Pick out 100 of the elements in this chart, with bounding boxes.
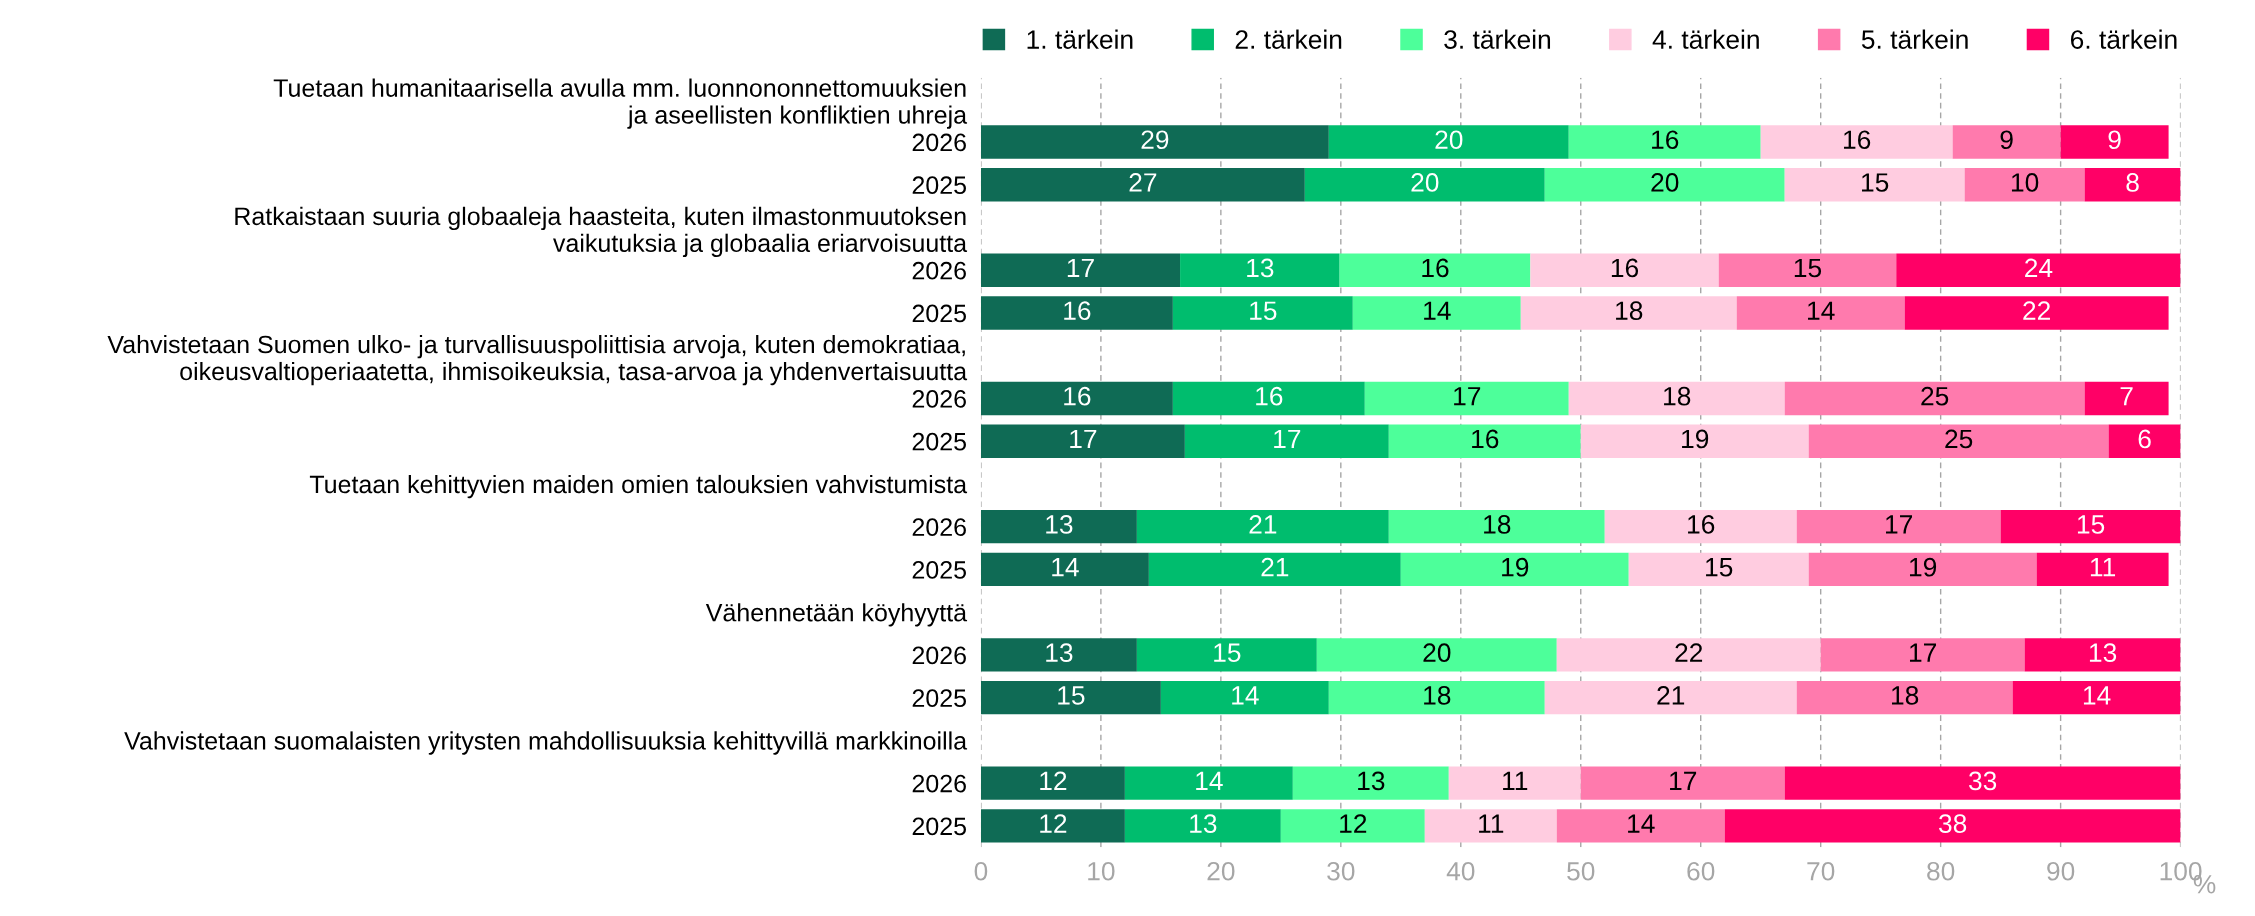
data-label: 29 xyxy=(1141,130,1169,150)
y-tick-label: 2026 xyxy=(912,133,966,152)
y-tick-label: 2025 xyxy=(912,817,966,836)
bar xyxy=(2000,510,2181,544)
legend-label: 4. tärkein xyxy=(1652,29,1759,49)
data-label: 21 xyxy=(1249,515,1277,534)
bar xyxy=(1136,510,1389,544)
bar xyxy=(1904,296,2169,330)
bar xyxy=(1364,381,1569,416)
data-label: 17 xyxy=(1886,515,1913,534)
bar xyxy=(1530,253,1719,287)
data-label: 8 xyxy=(2126,173,2139,192)
x-tick-label: 30 xyxy=(1327,861,1355,881)
bar xyxy=(980,253,1181,287)
data-label: 22 xyxy=(2023,301,2050,320)
x-tick-label: 80 xyxy=(1927,861,1955,881)
bar xyxy=(1184,424,1389,458)
data-label: 18 xyxy=(1892,686,1919,705)
x-tick-label: 0 xyxy=(974,861,988,881)
data-label: 13 xyxy=(1247,258,1274,278)
data-label: 20 xyxy=(1651,173,1679,192)
data-label: 16 xyxy=(1472,429,1499,449)
bar xyxy=(1820,638,2025,672)
legend-label: 6. tärkein xyxy=(2070,29,2177,49)
data-label: 16 xyxy=(1844,130,1871,150)
legend-label: 3. tärkein xyxy=(1444,29,1551,49)
bar xyxy=(1580,766,1785,800)
bar xyxy=(1628,552,1809,587)
data-label: 11 xyxy=(1503,771,1528,790)
data-label: 27 xyxy=(1129,173,1157,192)
bar xyxy=(980,638,1137,672)
data-label: 18 xyxy=(1664,386,1691,406)
data-label: 13 xyxy=(1046,515,1073,534)
bar xyxy=(1808,424,2109,458)
data-label: 20 xyxy=(1423,643,1451,663)
bar xyxy=(1760,125,1953,159)
bar xyxy=(2084,381,2169,416)
data-label: 17 xyxy=(1070,429,1097,449)
bar xyxy=(2012,681,2181,715)
bar xyxy=(1328,125,1569,159)
bar xyxy=(1280,809,1425,843)
bar xyxy=(1724,809,2181,843)
bar xyxy=(1896,253,2181,287)
bar xyxy=(1124,809,1281,843)
y-tick-label: 2025 xyxy=(912,304,966,323)
y-tick-label: Ratkaistaan suuria globaaleja haasteita, kuten ilmastonmuutoksen vaikutuksia ja globaalia eriarvoisuutta xyxy=(235,206,968,257)
bar xyxy=(2060,125,2169,159)
data-label: 15 xyxy=(1862,173,1889,192)
x-tick-label: 50 xyxy=(1567,861,1595,881)
bar xyxy=(1556,638,1821,672)
bar xyxy=(1520,296,1737,330)
data-label: 16 xyxy=(1064,301,1091,321)
bar xyxy=(2108,424,2181,458)
bar xyxy=(2084,168,2181,202)
y-tick-label: 2026 xyxy=(912,261,966,280)
bar xyxy=(1388,510,1605,544)
data-label: 15 xyxy=(1706,558,1733,577)
data-label: 17 xyxy=(1067,258,1094,278)
bar xyxy=(980,125,1329,159)
data-label: 12 xyxy=(1040,814,1067,833)
y-tick-label: 2025 xyxy=(912,689,966,707)
x-tick-label: 20 xyxy=(1207,861,1235,881)
data-label: 15 xyxy=(2077,515,2105,534)
bar xyxy=(1568,125,1761,159)
data-label: 14 xyxy=(1808,301,1835,320)
data-label: 15 xyxy=(1794,258,1822,278)
data-label: 16 xyxy=(1256,386,1283,406)
y-tick-label: 2025 xyxy=(912,176,966,195)
data-label: 18 xyxy=(1424,686,1451,705)
data-label: 14 xyxy=(1196,771,1223,790)
bar xyxy=(1180,253,1340,287)
bar xyxy=(1448,766,1581,800)
bar xyxy=(1784,381,2085,416)
data-label: 14 xyxy=(1052,558,1079,577)
data-label: 16 xyxy=(1688,515,1715,534)
bar xyxy=(1568,381,1785,416)
y-tick-label: Tuetaan humanitaarisella avulla mm. luonnononnettomuuksien ja aseellisten konfliktien uhreja xyxy=(273,78,968,129)
x-tick-label: 60 xyxy=(1687,861,1715,881)
bar xyxy=(2024,638,2181,672)
bar xyxy=(1952,125,2061,159)
data-label: 14 xyxy=(1424,301,1451,320)
bar xyxy=(1556,809,1725,843)
bar xyxy=(1784,168,1965,202)
bar xyxy=(1736,296,1905,330)
bar xyxy=(980,168,1305,202)
data-label: 21 xyxy=(1261,557,1289,577)
data-label: 15 xyxy=(1214,643,1241,663)
bar xyxy=(1718,253,1897,287)
data-label: 33 xyxy=(1968,771,1997,791)
bar xyxy=(1160,681,1329,715)
bar xyxy=(980,552,1149,587)
data-label: 16 xyxy=(1652,130,1679,150)
bar xyxy=(1136,638,1317,672)
data-label: 13 xyxy=(1358,771,1385,791)
bar xyxy=(1124,766,1293,800)
data-label: 18 xyxy=(1616,301,1643,321)
legend-label: 2. tärkein xyxy=(1235,29,1342,49)
bar xyxy=(1339,253,1531,287)
bar xyxy=(980,381,1173,416)
bar xyxy=(1292,766,1449,800)
